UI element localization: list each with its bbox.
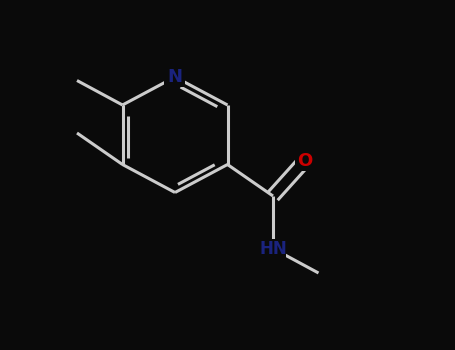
Text: HN: HN [259, 239, 287, 258]
Text: O: O [297, 152, 312, 170]
FancyBboxPatch shape [295, 151, 314, 170]
FancyBboxPatch shape [260, 239, 286, 258]
FancyBboxPatch shape [165, 67, 186, 87]
Text: N: N [167, 68, 182, 86]
